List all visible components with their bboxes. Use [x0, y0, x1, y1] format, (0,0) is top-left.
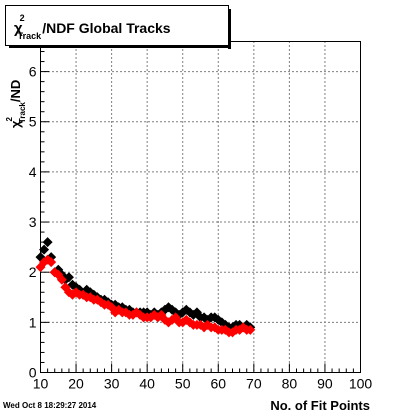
x-tick-label: 10	[33, 376, 49, 392]
x-tick-label: 100	[349, 376, 373, 392]
x-tick-label: 40	[139, 376, 155, 392]
title-main: /NDF Global Tracks	[42, 20, 171, 36]
y-tick-label: 1	[29, 314, 37, 330]
ylabel-main: /ND	[8, 80, 23, 102]
y-tick-label: 0	[29, 365, 37, 381]
x-tick-label: 50	[175, 376, 191, 392]
data-point	[46, 257, 57, 268]
series-2	[35, 254, 256, 338]
ylabel-subscript: Track	[18, 102, 27, 123]
y-tick-label: 5	[29, 114, 37, 130]
x-tick-label: 20	[68, 376, 84, 392]
chart-title: χ2 Track/NDF Global Tracks	[14, 13, 171, 41]
ylabel-chi: χ	[8, 120, 23, 128]
chart-title-box: χ2 Track/NDF Global Tracks	[5, 5, 231, 49]
points-layer	[35, 237, 256, 338]
footer-timestamp: Wed Oct 8 18:29:27 2014	[3, 401, 97, 410]
ticks-layer	[40, 41, 361, 373]
x-tick-label: 70	[246, 376, 262, 392]
y-tick-label: 2	[29, 264, 37, 280]
ylabel-superscript: 2	[5, 117, 14, 122]
data-point	[42, 237, 53, 248]
tick-labels-layer: 10 20 30 40 50 60 70 80 90 100 0 1 2 3 4 5 6	[29, 64, 373, 392]
y-tick-label: 3	[29, 214, 37, 230]
title-chi: χ	[14, 20, 23, 37]
y-tick-label: 6	[29, 64, 37, 80]
data-point	[56, 274, 67, 285]
x-axis-title: No. of Fit Points	[270, 398, 370, 413]
title-superscript: 2	[20, 13, 25, 23]
data-point	[245, 324, 256, 335]
y-axis-title: χ2 Track/ND	[5, 80, 27, 128]
title-subscript: Track	[18, 31, 43, 41]
x-tick-label: 30	[104, 376, 120, 392]
x-tick-label: 60	[210, 376, 226, 392]
x-tick-label: 80	[282, 376, 298, 392]
y-tick-label: 4	[29, 164, 37, 180]
data-point	[39, 244, 50, 255]
x-tick-label: 90	[317, 376, 333, 392]
